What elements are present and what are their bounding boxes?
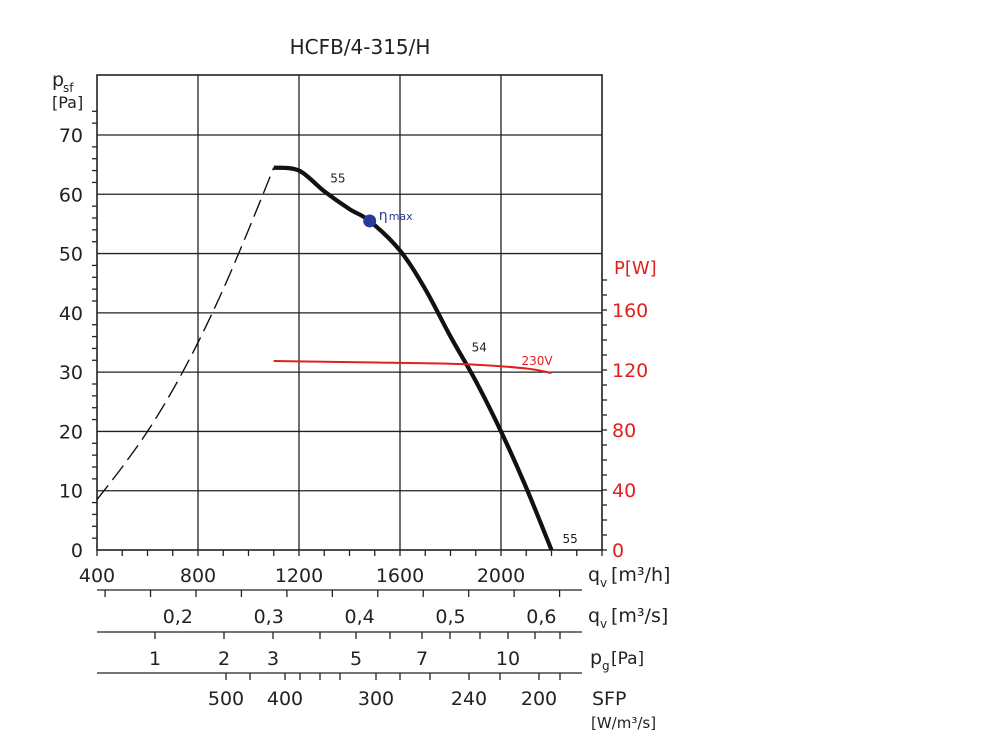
scale-sfp-label: SFP [W/m³/s]: [591, 688, 656, 732]
scale-qv-label-main: q: [588, 605, 600, 627]
scale-pg-tick-label: 2: [218, 648, 230, 670]
scale-pg: 1 2 3 5 7 10: [97, 631, 582, 670]
scale-pg-tick-label: 5: [350, 648, 362, 670]
right-axis-label: P[W]: [614, 258, 657, 279]
scale-qv-label: q v [m³/s]: [588, 605, 668, 631]
scale-sfp-tick-label: 400: [267, 688, 303, 710]
curve-labels: 55 54 55: [330, 171, 578, 545]
scale-sfp-tick-label: 200: [521, 688, 557, 710]
scale-sfp-tick-label: 240: [451, 688, 487, 710]
series-line-2: [273, 360, 552, 374]
scale-qv-tick-label: 0,5: [435, 606, 465, 628]
right-axis-ticks: 0 40 80 120 160: [612, 300, 648, 562]
scale-pg-label-sub: g: [602, 659, 610, 673]
series-line-1: [96, 167, 275, 501]
scale-qv-unit: [m³/s]: [611, 605, 668, 627]
right-tick-label: 120: [612, 360, 648, 382]
curve-label: 55: [330, 171, 345, 185]
plot-grid: [92, 74, 607, 556]
x-tick-label: 1600: [376, 565, 424, 587]
scale-sfp-tick-label: 500: [208, 688, 244, 710]
eta-max-label: η: [379, 208, 388, 224]
scale-pg-tick-label: 3: [267, 648, 279, 670]
right-tick-label: 40: [612, 480, 636, 502]
left-axis-unit: [Pa]: [52, 93, 83, 112]
curve-label: 55: [563, 532, 578, 546]
right-tick-label: 80: [612, 420, 636, 442]
left-tick-label: 70: [59, 125, 83, 147]
right-tick-label: 160: [612, 300, 648, 322]
left-axis-label: p sf [Pa]: [52, 69, 83, 112]
x-tick-label: 400: [79, 565, 115, 587]
left-tick-label: 30: [59, 362, 83, 384]
x-axis-label-main: q: [588, 564, 600, 586]
x-axis-ticks: 400 800 1200 1600 2000: [79, 565, 525, 587]
scale-qv-label-sub: v: [600, 617, 607, 631]
left-axis-ticks: 0 10 20 30 40 50 60 70: [59, 125, 83, 562]
x-tick-label: 1200: [275, 565, 323, 587]
scale-qv-m3s: 0,2 0,3 0,4 0,5 0,6: [97, 589, 582, 628]
scale-pg-label-main: p: [590, 647, 602, 669]
scale-sfp-label-main: SFP: [592, 688, 626, 710]
scale-pg-label: p g [Pa]: [590, 647, 644, 673]
eta-max-dot: [363, 214, 377, 228]
x-tick-label: 2000: [477, 565, 525, 587]
scale-pg-unit: [Pa]: [611, 649, 644, 669]
curve-label: 54: [472, 340, 487, 354]
series-label: 230V: [522, 354, 554, 368]
left-tick-label: 0: [71, 540, 83, 562]
scale-sfp: 500 400 300 240 200: [97, 672, 582, 710]
scale-sfp-tick-label: 300: [358, 688, 394, 710]
scale-qv-tick-label: 0,4: [344, 606, 374, 628]
right-tick-label: 0: [612, 540, 624, 562]
left-tick-label: 40: [59, 303, 83, 325]
curves: 230V: [96, 165, 554, 551]
x-axis-label: q v [m³/h]: [588, 564, 670, 590]
left-axis-label-main: p: [52, 69, 64, 91]
x-tick-label: 800: [180, 565, 216, 587]
left-tick-label: 50: [59, 244, 83, 266]
left-tick-label: 20: [59, 421, 83, 443]
scale-pg-tick-label: 7: [416, 648, 428, 670]
x-axis-label-sub: v: [600, 576, 607, 590]
scale-qv-tick-label: 0,2: [163, 606, 193, 628]
left-tick-label: 10: [59, 481, 83, 503]
scale-qv-tick-label: 0,3: [254, 606, 284, 628]
scale-pg-tick-label: 1: [149, 648, 161, 670]
scale-sfp-unit: [W/m³/s]: [591, 714, 656, 732]
eta-max-marker: η max: [363, 208, 413, 228]
left-axis-label-sub: sf: [63, 81, 74, 95]
scale-qv-tick-label: 0,6: [526, 606, 556, 628]
chart-title: HCFB/4-315/H: [290, 35, 431, 59]
eta-max-sub: max: [389, 210, 413, 223]
x-axis-unit: [m³/h]: [611, 564, 670, 586]
left-tick-label: 60: [59, 184, 83, 206]
scale-pg-tick-label: 10: [496, 648, 520, 670]
series-line-0: [273, 165, 554, 551]
